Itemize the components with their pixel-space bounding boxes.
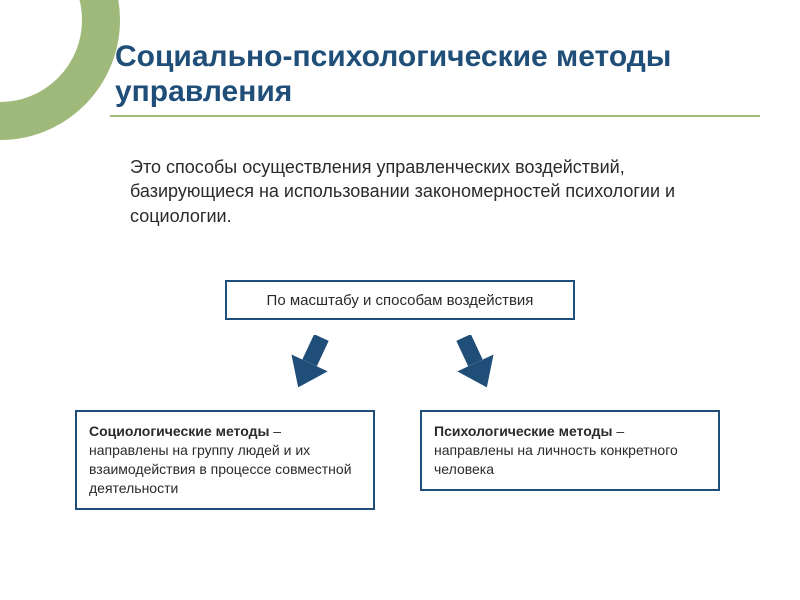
arrow-down-left-icon — [290, 335, 330, 390]
accent-circle-decoration — [0, 0, 120, 140]
subtitle-text: Это способы осуществления управленческих… — [130, 155, 730, 228]
branch-heading-left: Социологические методы — [89, 423, 269, 439]
page-title: Социально-психологические методы управле… — [115, 40, 760, 109]
branch-heading-right: Психологические методы — [434, 423, 612, 439]
category-box: По масштабу и способам воздействия — [225, 280, 575, 320]
category-label: По масштабу и способам воздействия — [267, 292, 534, 309]
branch-box-sociological: Социологические методы – направлены на г… — [75, 410, 375, 510]
branch-box-psychological: Психологические методы – направлены на л… — [420, 410, 720, 491]
accent-underline — [110, 115, 760, 117]
arrow-down-right-icon — [455, 335, 495, 390]
